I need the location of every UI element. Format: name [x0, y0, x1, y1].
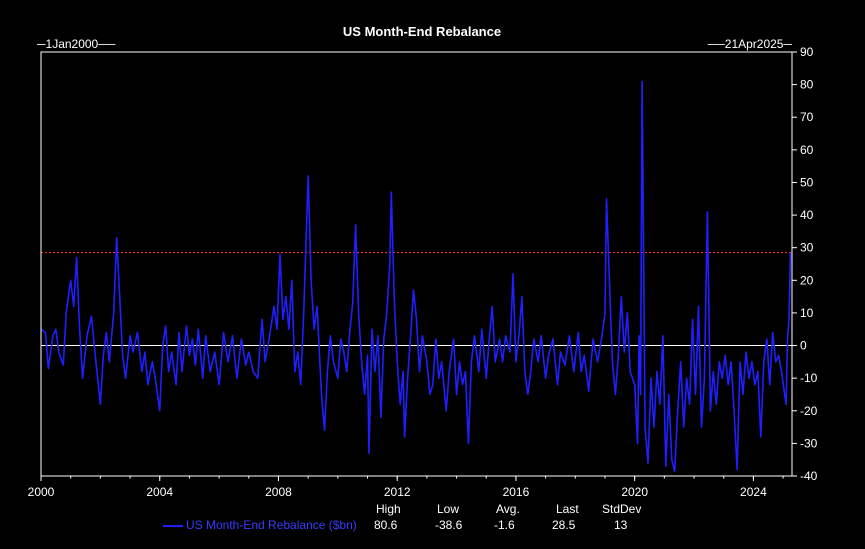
y-tick-label: 80: [800, 78, 814, 92]
stat-header-avg: Avg.: [496, 502, 520, 516]
stat-header-high: High: [376, 502, 401, 516]
y-tick-label: 0: [800, 339, 807, 353]
y-tick-label: 20: [800, 273, 814, 287]
series-line-0: [40, 80, 792, 473]
y-tick-label: -10: [800, 371, 818, 385]
series-layer: [40, 80, 792, 473]
stat-value-avg: -1.6: [494, 518, 515, 532]
x-tick-label: 2008: [265, 485, 292, 499]
x-axis: 2000 2004 2008 2012 2016 2020 2024: [28, 476, 784, 499]
plot-frame: [40, 51, 793, 477]
start-date-label: ─1Jan2000──: [37, 37, 116, 51]
legend-series-name: US Month-End Rebalance ($bn): [186, 518, 357, 532]
y-tick-label: 70: [800, 110, 814, 124]
stat-value-stddev: 13: [614, 518, 628, 532]
y-axis: -40 -30 -20 -10 0 10 20 30 40 50 60 70 80 90: [792, 45, 818, 483]
stat-header-last: Last: [556, 502, 579, 516]
stat-header-low: Low: [437, 502, 460, 516]
y-tick-label: 90: [800, 45, 814, 59]
stat-value-last: 28.5: [552, 518, 576, 532]
y-tick-label: -20: [800, 404, 818, 418]
y-tick-label: -40: [800, 469, 818, 483]
x-tick-label: 2012: [384, 485, 411, 499]
x-tick-label: 2004: [146, 485, 173, 499]
stat-value-low: -38.6: [435, 518, 463, 532]
x-tick-label: 2024: [740, 485, 767, 499]
y-tick-label: -30: [800, 436, 818, 450]
x-tick-label: 2020: [621, 485, 648, 499]
chart-title: US Month-End Rebalance: [342, 24, 502, 39]
y-tick-label: 40: [800, 208, 814, 222]
end-date-label: ──21Apr2025─: [707, 37, 792, 51]
stat-header-stddev: StdDev: [602, 502, 642, 516]
y-tick-label: 30: [800, 241, 814, 255]
x-tick-label: 2016: [503, 485, 530, 499]
y-tick-label: 50: [800, 175, 814, 189]
legend-swatch: [163, 525, 183, 527]
y-tick-label: 60: [800, 143, 814, 157]
stat-value-high: 80.6: [374, 518, 398, 532]
y-tick-label: 10: [800, 306, 814, 320]
x-tick-label: 2000: [28, 485, 55, 499]
